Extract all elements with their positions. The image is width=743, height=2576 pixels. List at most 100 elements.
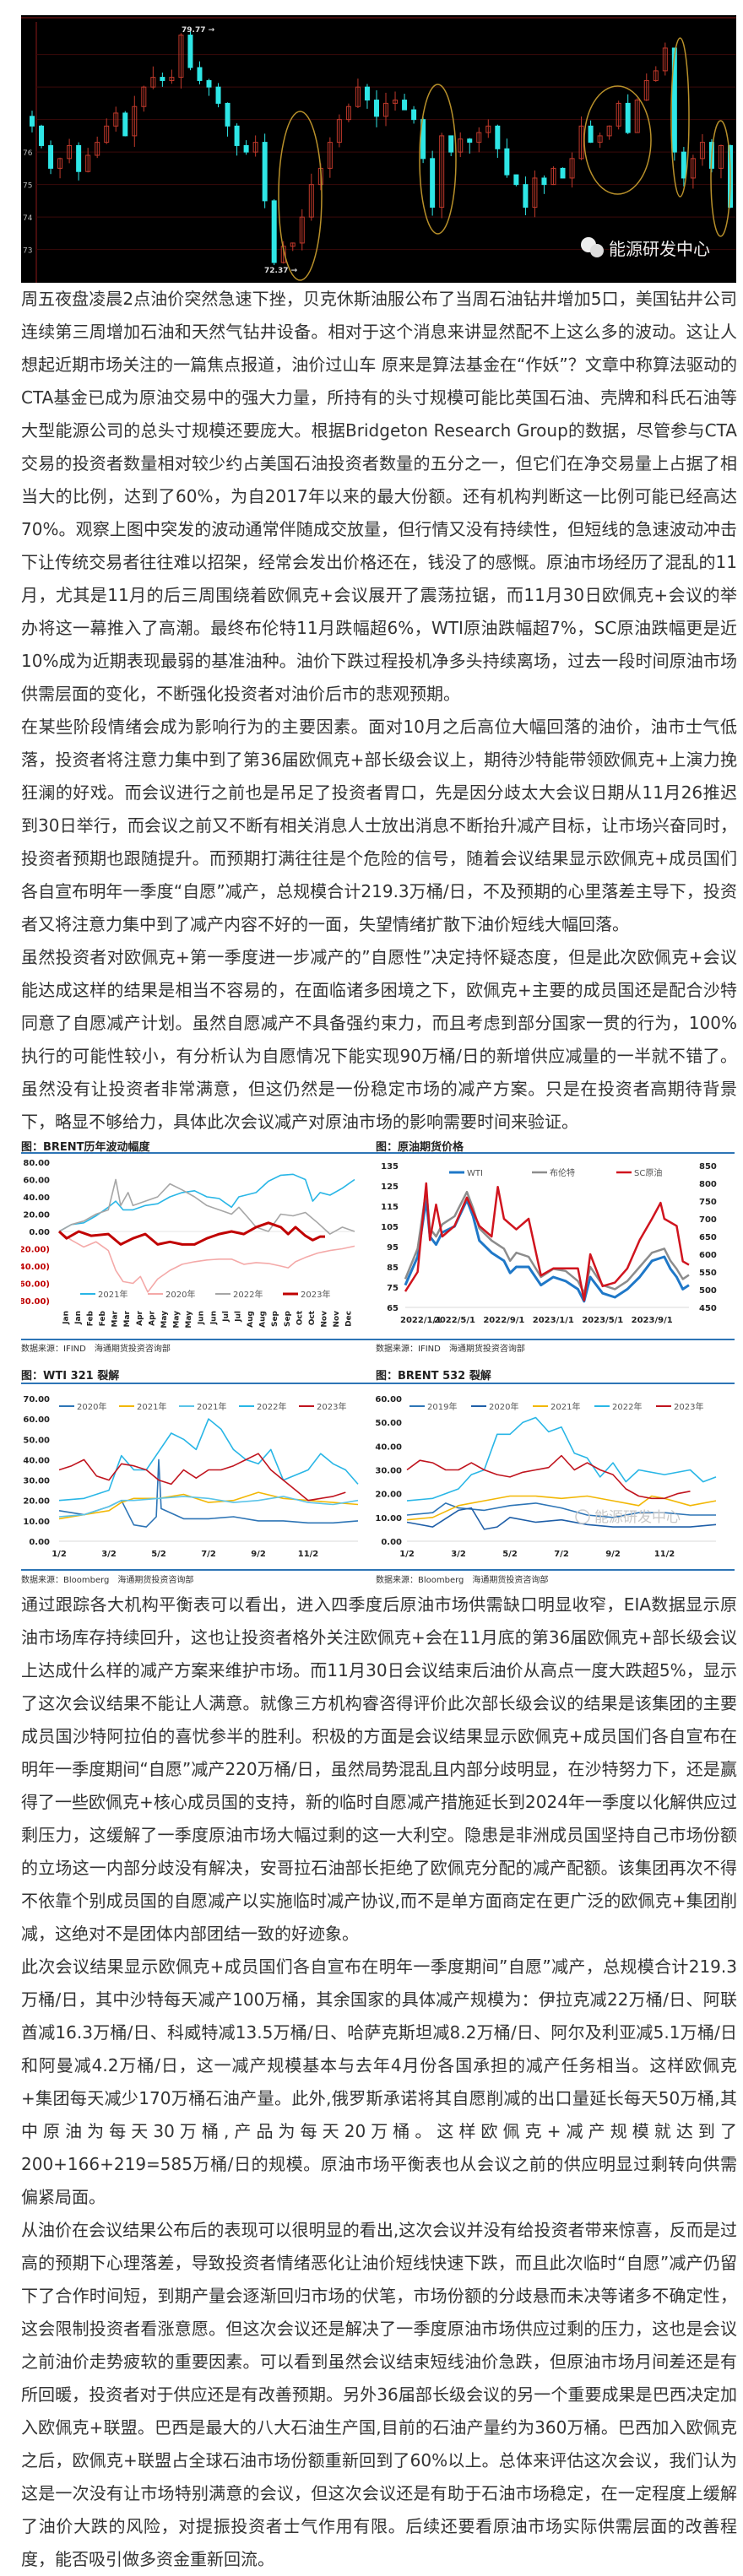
candle-down: [271, 200, 277, 263]
series-line-2: [58, 1178, 355, 1235]
candle-up: [85, 154, 91, 172]
x-tick-label: Jul: [222, 1311, 230, 1323]
x-tick-label: Sep: [271, 1310, 279, 1327]
low-price-label: 72.37 →: [264, 267, 298, 275]
x-tick-label: Apr: [148, 1310, 156, 1325]
high-price-label: 79.77 →: [182, 26, 215, 35]
x-tick-label: Jan: [74, 1311, 83, 1325]
x-tick-label: 1/2: [52, 1550, 67, 1559]
wechat-icon: [590, 244, 604, 257]
figure-row-2: 图：WTI 321 裂解 数据来源：Bloomberg 海通期货投资咨询部 70.0…: [21, 1354, 735, 1588]
paragraph-2: 在某些阶段情绪会成为影响行为的主要因素。面对10月之后高位大幅回落的油价，油市士…: [21, 717, 737, 934]
y-tick-label: (60.00): [21, 1280, 50, 1290]
y-tick-label: 105: [381, 1223, 399, 1232]
candle-down: [206, 79, 212, 88]
y-tick-label: 135: [381, 1162, 399, 1172]
highlight-ellipse: [583, 85, 652, 195]
candle-up: [290, 242, 296, 247]
y-tick-label: (80.00): [21, 1297, 50, 1307]
x-tick-label: Mar: [123, 1310, 132, 1327]
candle-up: [634, 100, 640, 133]
candle-up: [95, 142, 100, 156]
highlight-ellipse: [670, 37, 690, 198]
series-line-0: [404, 1199, 690, 1303]
legend-label: WTI: [467, 1169, 483, 1178]
series-line-2: [404, 1182, 690, 1302]
x-tick-label: May: [173, 1311, 182, 1329]
x-tick-label: 2023/9/1: [632, 1316, 673, 1325]
candle-down: [513, 174, 519, 186]
candle-up: [532, 177, 538, 208]
candle-up: [578, 125, 584, 160]
candle-down: [234, 125, 240, 146]
watermark-text: 能源研发中心: [609, 239, 710, 259]
y2-tick-label: 700: [699, 1215, 717, 1225]
x-tick-label: Aug: [259, 1311, 268, 1328]
candle-down: [430, 158, 436, 208]
x-tick-label: 2023/5/1: [582, 1316, 623, 1325]
paragraph-1: 周五夜盘凌晨2点油价突然急速下挫，贝克休斯油服公布了当周石油钻井增加5口，美国钻…: [21, 289, 737, 704]
candle-up: [355, 86, 361, 107]
legend-label: 2023年: [674, 1401, 703, 1412]
x-tick-label: Mar: [111, 1310, 120, 1327]
y-tick-label: 20.00: [375, 1491, 402, 1500]
candle-up: [699, 142, 705, 160]
candle-down: [523, 184, 529, 208]
figure-source: 数据来源：Bloomberg 海通期货投资咨询部: [21, 1574, 193, 1585]
figure-source: 数据来源：IFIND 海通期货投资咨询部: [376, 1343, 525, 1354]
series-line-0: [406, 1502, 716, 1518]
candle-down: [560, 167, 566, 179]
candle-down: [625, 102, 631, 133]
x-tick-label: Jun: [209, 1311, 218, 1325]
x-tick-label: Nov: [321, 1311, 329, 1328]
candle-down: [588, 125, 594, 143]
figure-wti-321-crack: 图：WTI 321 裂解 数据来源：Bloomberg 海通期货投资咨询部 70.0…: [21, 1354, 372, 1588]
candle-up: [336, 119, 342, 143]
figure-title: 图：原油期货价格: [376, 1140, 464, 1154]
figure-source: 数据来源：Bloomberg 海通期货投资咨询部: [376, 1574, 548, 1585]
figure-brent-532-crack: 图：BRENT 532 裂解 数据来源：Bloomberg 海通期货投资咨询部 60…: [372, 1354, 735, 1588]
legend-label: SC原油: [634, 1167, 662, 1178]
x-tick-label: 3/2: [101, 1550, 117, 1559]
candle-down: [187, 35, 193, 68]
candle-up: [393, 100, 399, 104]
candle-up: [169, 77, 175, 81]
highlight-ellipse: [710, 120, 731, 237]
candle-down: [48, 144, 54, 169]
y-tick-label: 60.00: [23, 1177, 50, 1186]
candle-up: [178, 35, 184, 78]
legend-label: 2020年: [77, 1401, 106, 1412]
candle-down: [448, 135, 454, 153]
candle-down: [411, 109, 417, 121]
y-tick-label: 20.00: [23, 1211, 50, 1220]
y-tick-label: 60.00: [375, 1395, 402, 1404]
x-tick-label: Nov: [333, 1311, 341, 1328]
y-tick-label: (40.00): [21, 1263, 50, 1272]
y-tick-label: 30.00: [23, 1477, 50, 1486]
candle-up: [597, 135, 603, 143]
x-tick-label: 11/2: [298, 1550, 319, 1559]
y-tick-label: 115: [381, 1203, 399, 1212]
candle-down: [39, 125, 45, 146]
x-tick-label: Oct: [296, 1310, 304, 1325]
y-tick-label: 50.00: [375, 1419, 402, 1428]
x-tick-label: May: [160, 1311, 169, 1329]
legend-label: 2022年: [233, 1289, 263, 1300]
paragraph-3: 虽然投资者对欧佩克+第一季度进一步减产的”自愿性”决定持怀疑态度，但是此次欧佩克…: [21, 947, 737, 1132]
figure-source: 数据来源：IFIND 海通期货投资咨询部: [21, 1343, 171, 1354]
series-line-2: [58, 1496, 359, 1518]
y-tick-label: 95: [387, 1243, 399, 1253]
candle-up: [653, 70, 659, 81]
legend-label: 2021年: [197, 1401, 226, 1412]
candle-up: [606, 125, 612, 137]
candle-down: [495, 125, 501, 149]
candle-up: [299, 216, 305, 244]
paragraph-4: 通过跟踪各大机构平衡表可以看出，进入四季度后原油市场供需缺口明显收窄，EIA数据…: [21, 1594, 737, 1944]
y-tick-label: 60.00: [23, 1415, 50, 1425]
candle-down: [30, 116, 35, 127]
series-line-1: [58, 1231, 355, 1293]
candle-down: [243, 144, 249, 153]
candle-up: [132, 106, 138, 137]
x-tick-label: May: [185, 1311, 193, 1329]
y-tick-label: 75: [387, 1284, 399, 1293]
